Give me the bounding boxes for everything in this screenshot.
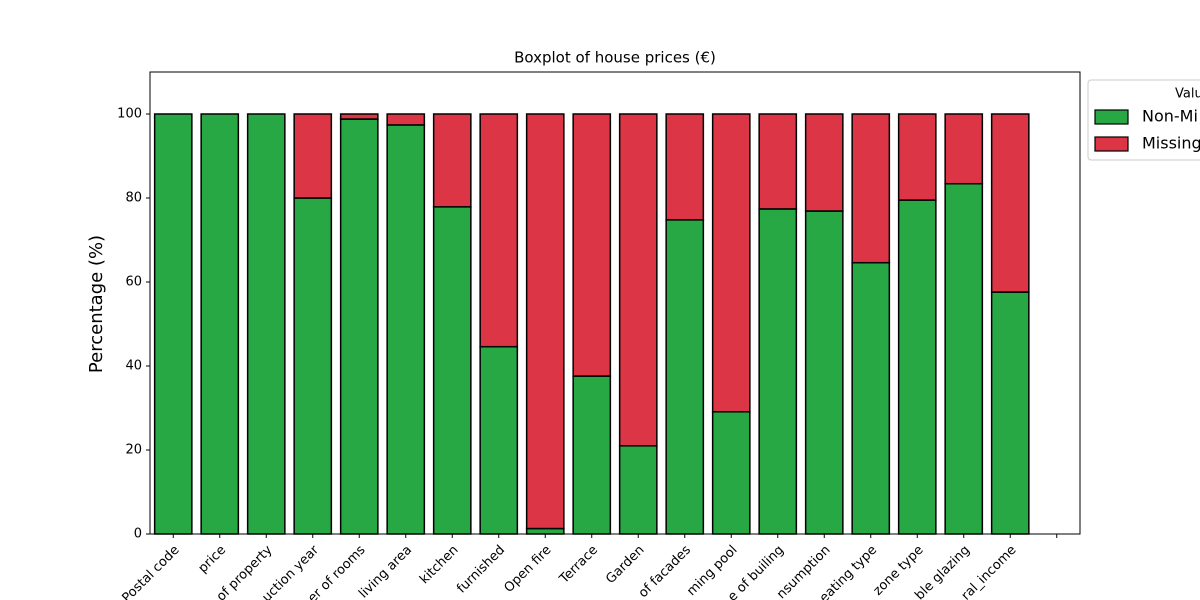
bar-segment bbox=[432, 113, 472, 208]
bar-segment bbox=[572, 375, 612, 535]
bar-segment bbox=[386, 124, 426, 535]
bar-segment bbox=[525, 527, 565, 535]
bar-segment bbox=[758, 113, 798, 210]
x-tick-label: Garden bbox=[603, 543, 647, 587]
bar-segment bbox=[479, 113, 519, 348]
legend-swatch bbox=[1094, 109, 1129, 125]
chart-title: Boxplot of house prices (€) bbox=[514, 49, 716, 67]
legend: Valu Non-Mi Missing bbox=[1087, 79, 1200, 161]
bar-segment bbox=[804, 210, 844, 535]
y-tick-label: 80 bbox=[125, 191, 142, 206]
bar-segment bbox=[758, 208, 798, 535]
bar-segment bbox=[293, 113, 333, 199]
bar-segment bbox=[851, 261, 891, 535]
bar-segment bbox=[479, 345, 519, 535]
x-tick-label: furnished bbox=[454, 543, 508, 597]
bar-segment bbox=[618, 113, 658, 447]
x-tick-label: kitchen bbox=[417, 543, 461, 587]
bar-segment bbox=[711, 411, 751, 535]
bar-segment bbox=[990, 291, 1030, 535]
y-tick-label: 60 bbox=[125, 275, 142, 290]
bar-segment bbox=[990, 113, 1030, 293]
bar-segment bbox=[897, 199, 937, 535]
y-tick-label: 20 bbox=[125, 443, 142, 458]
x-tick-label: price bbox=[196, 543, 229, 576]
legend-label: Non-Mi bbox=[1142, 107, 1198, 126]
bar-segment bbox=[618, 445, 658, 535]
bar-segment bbox=[339, 118, 379, 535]
bar-segment bbox=[572, 113, 612, 377]
bar-segment bbox=[665, 219, 705, 535]
bar-segment bbox=[525, 113, 565, 530]
y-tick-label: 40 bbox=[125, 359, 142, 374]
legend-swatch bbox=[1094, 136, 1129, 152]
legend-label: Missing bbox=[1142, 134, 1200, 153]
bar-segment bbox=[804, 113, 844, 212]
bar-segment bbox=[851, 113, 891, 264]
bar-segment bbox=[386, 113, 426, 126]
bar-segment bbox=[339, 113, 379, 120]
x-tick-label: Open fire bbox=[501, 543, 554, 596]
bar-segment bbox=[200, 113, 240, 535]
x-tick-label: Terrace bbox=[556, 543, 601, 588]
bar-segment bbox=[246, 113, 286, 535]
bar-segment bbox=[665, 113, 705, 221]
y-axis-label: Percentage (%) bbox=[86, 235, 107, 373]
y-tick-label: 100 bbox=[117, 107, 142, 122]
bar-segment bbox=[711, 113, 751, 413]
bar-segment bbox=[432, 206, 472, 535]
bar-segment bbox=[153, 113, 193, 535]
x-tick-label: Postal code bbox=[119, 543, 182, 600]
plot-frame bbox=[149, 71, 1081, 535]
bar-segment bbox=[897, 113, 937, 201]
y-tick-label: 0 bbox=[134, 527, 142, 542]
bar-segment bbox=[944, 113, 984, 185]
bar-segment bbox=[944, 182, 984, 535]
legend-title: Valu bbox=[1175, 87, 1200, 102]
bar-segment bbox=[293, 197, 333, 535]
